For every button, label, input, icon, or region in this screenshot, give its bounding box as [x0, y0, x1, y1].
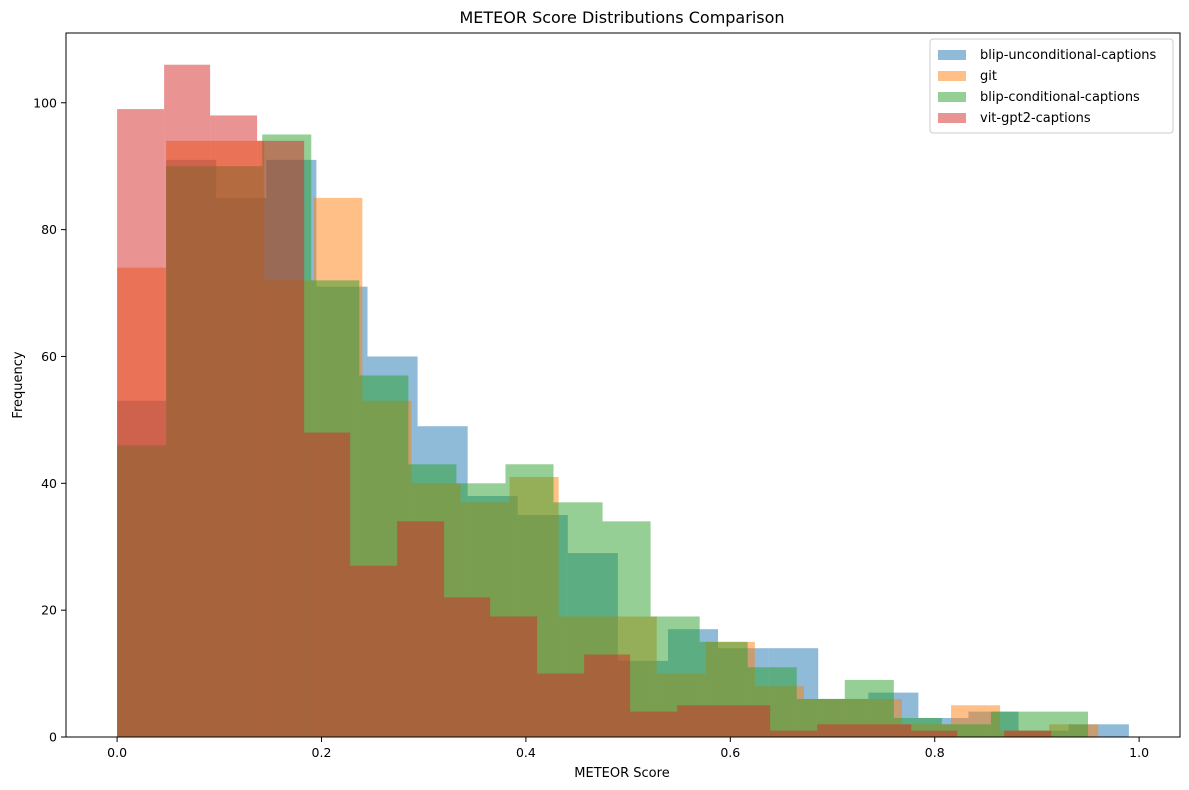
y-axis-ticks: 0 20 40 60 80 100	[33, 95, 66, 745]
bar	[677, 705, 725, 737]
bar	[911, 730, 958, 737]
x-axis-ticks: 0.0 0.2 0.4 0.6 0.8 1.0	[107, 737, 1149, 760]
x-tick-label: 1.0	[1129, 745, 1149, 760]
y-tick-label: 40	[41, 476, 57, 491]
bar	[584, 654, 631, 737]
y-axis-label: Frequency	[11, 351, 26, 418]
bar	[724, 705, 771, 737]
legend-swatch	[938, 50, 966, 60]
x-tick-label: 0.2	[312, 745, 332, 760]
legend-label: git	[980, 69, 997, 84]
legend-label: blip-conditional-captions	[980, 90, 1140, 105]
chart-title: METEOR Score Distributions Comparison	[459, 8, 784, 27]
y-tick-label: 60	[41, 349, 57, 364]
bar	[164, 64, 211, 737]
bar	[397, 521, 445, 737]
x-tick-label: 0.8	[925, 745, 945, 760]
bar	[537, 673, 585, 737]
y-tick-label: 20	[41, 603, 57, 618]
bar	[444, 597, 491, 737]
histogram-bars	[117, 64, 1129, 738]
bar	[117, 109, 165, 738]
legend-swatch	[938, 71, 966, 81]
bar	[490, 616, 538, 737]
bar	[304, 432, 351, 737]
series-3	[117, 64, 1052, 738]
y-tick-label: 80	[41, 222, 57, 237]
x-tick-label: 0.0	[107, 745, 127, 760]
chart-axes	[65, 32, 1181, 738]
bar	[210, 115, 258, 738]
x-tick-label: 0.6	[720, 745, 740, 760]
x-tick-label: 0.4	[516, 745, 536, 760]
legend-swatch	[938, 113, 966, 123]
legend-label: vit-gpt2-captions	[980, 111, 1091, 126]
legend-box	[929, 38, 1174, 134]
legend-label: blip-unconditional-captions	[980, 48, 1157, 63]
plot-frame	[65, 32, 1181, 738]
bar	[864, 724, 912, 737]
y-tick-label: 0	[49, 730, 57, 745]
bar	[257, 140, 305, 737]
legend-swatch	[938, 92, 966, 102]
bar	[770, 730, 818, 737]
y-tick-label: 100	[33, 95, 57, 110]
legend: blip-unconditional-captions git blip-condi…	[929, 38, 1174, 134]
bar	[630, 711, 678, 737]
bar	[350, 565, 398, 737]
x-axis-label: METEOR Score	[574, 766, 669, 781]
bar	[817, 724, 865, 737]
bar	[1004, 730, 1052, 737]
